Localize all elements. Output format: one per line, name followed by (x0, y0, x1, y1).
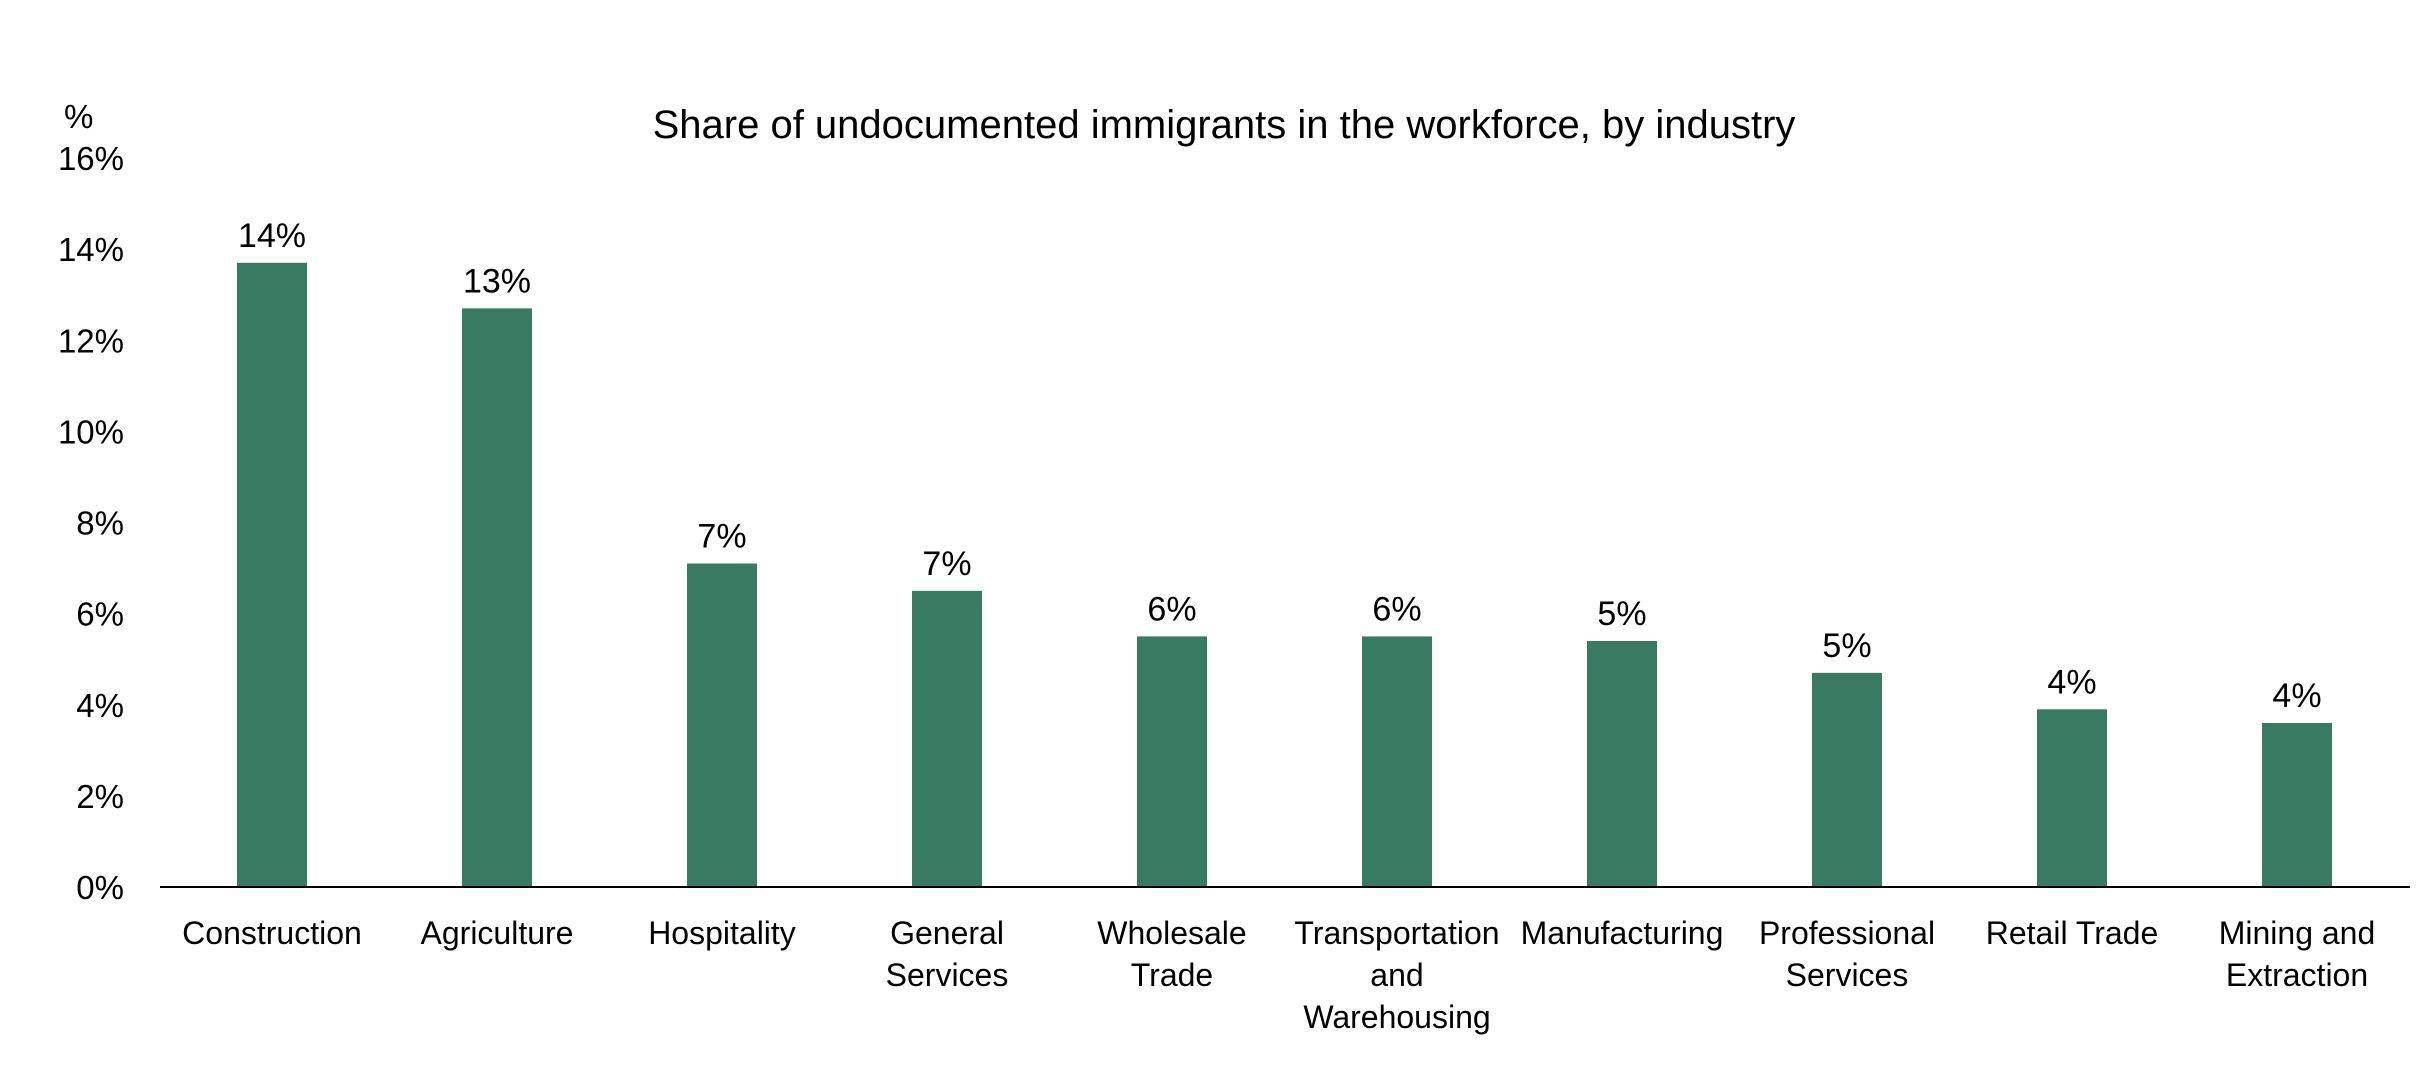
x-tick-label-line: Services (886, 957, 1009, 993)
x-tick-label: Hospitality (648, 915, 796, 951)
x-tick-label-line: Construction (182, 915, 362, 951)
y-axis-ticks: 0% 2% 4% 6% 8% 10% 12% 14% 16% (58, 140, 124, 906)
bar-data-label: 4% (2047, 663, 2096, 701)
x-tick-label: Retail Trade (1986, 915, 2159, 951)
x-tick-label-line: and (1370, 957, 1423, 993)
bar (462, 308, 532, 887)
x-tick-label-line: Extraction (2226, 957, 2368, 993)
y-tick-label: 4% (76, 687, 124, 724)
x-tick-label-line: Trade (1131, 957, 1213, 993)
x-tick-label: Transportation and Warehousing (1294, 915, 1499, 1035)
x-tick-label: Wholesale Trade (1097, 915, 1246, 993)
x-tick-label: Manufacturing (1521, 915, 1724, 951)
bar (1137, 636, 1207, 887)
x-tick-label: Mining and Extraction (2219, 915, 2376, 993)
x-tick-label: General Services (886, 915, 1009, 993)
bar-data-label: 6% (1147, 590, 1196, 628)
bar (2037, 709, 2107, 887)
data-labels: 14% 13% 7% 7% 6% 6% 5% 5% 4% 4% (238, 217, 2322, 715)
x-tick-label: Agriculture (421, 915, 574, 951)
bar (1812, 672, 1882, 887)
x-tick-label-line: Wholesale (1097, 915, 1246, 951)
x-tick-label-line: Services (1786, 957, 1909, 993)
y-tick-label: 2% (76, 778, 124, 815)
y-tick-label: 14% (58, 231, 124, 268)
x-axis-ticks: Construction Agriculture Hospitality Genera… (182, 915, 2375, 1035)
bar (2262, 722, 2332, 887)
x-tick-label-line: Manufacturing (1521, 915, 1724, 951)
chart-title: Share of undocumented immigrants in the … (653, 103, 1796, 147)
y-tick-label: 10% (58, 413, 124, 450)
bar-series (237, 262, 2332, 887)
x-tick-label-line: Transportation (1294, 915, 1499, 951)
x-tick-label-line: Hospitality (648, 915, 796, 951)
bar-data-label: 5% (1597, 595, 1646, 633)
bar (912, 590, 982, 887)
bar-data-label: 6% (1372, 590, 1421, 628)
bar (687, 563, 757, 887)
x-tick-label-line: Retail Trade (1986, 915, 2159, 951)
bar-data-label: 13% (463, 262, 531, 300)
y-axis-unit-label: % (64, 98, 93, 135)
bar-data-label: 7% (922, 545, 971, 583)
bar-data-label: 4% (2272, 677, 2321, 715)
y-tick-label: 0% (76, 869, 124, 906)
x-tick-label: Professional Services (1759, 915, 1935, 993)
bar (237, 262, 307, 887)
x-tick-label-line: General (890, 915, 1004, 951)
x-tick-label-line: Agriculture (421, 915, 574, 951)
bar (1362, 636, 1432, 887)
x-tick-label-line: Professional (1759, 915, 1935, 951)
y-tick-label: 6% (76, 596, 124, 633)
x-tick-label-line: Mining and (2219, 915, 2376, 951)
bar (1587, 640, 1657, 887)
bar-data-label: 5% (1822, 627, 1871, 665)
y-tick-label: 8% (76, 505, 124, 542)
bar-data-label: 7% (697, 518, 746, 556)
x-tick-label: Construction (182, 915, 362, 951)
bar-data-label: 14% (238, 217, 306, 255)
x-tick-label-line: Warehousing (1303, 999, 1490, 1035)
y-tick-label: 16% (58, 140, 124, 177)
y-tick-label: 12% (58, 322, 124, 359)
